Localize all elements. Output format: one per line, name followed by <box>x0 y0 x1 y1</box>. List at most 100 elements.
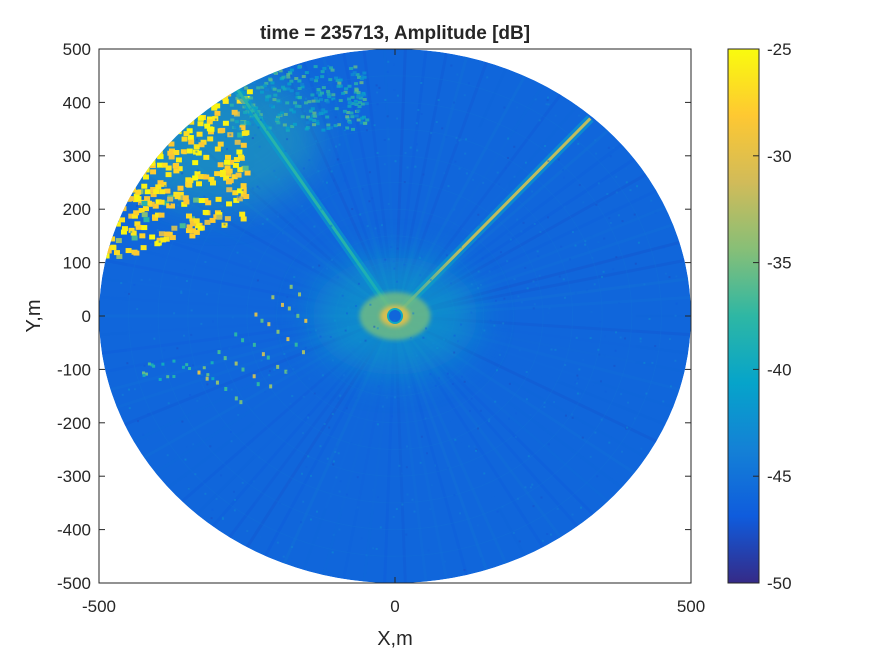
return-cell <box>213 93 220 99</box>
return-cell <box>189 233 196 239</box>
speckle <box>558 275 561 278</box>
speckle <box>341 294 344 297</box>
return-cell <box>207 116 214 122</box>
speckle <box>133 283 136 286</box>
speckle <box>204 261 207 264</box>
speckle <box>487 420 490 423</box>
speckle <box>359 213 362 216</box>
return-speckle <box>347 84 352 88</box>
return-speckle <box>297 95 302 99</box>
speckle <box>419 274 422 277</box>
speckle <box>453 334 456 337</box>
speckle <box>224 199 227 202</box>
return-speckle <box>349 66 354 70</box>
speckle <box>509 251 512 254</box>
return-cell <box>242 165 249 171</box>
speckle <box>531 190 534 193</box>
speckle <box>563 176 566 179</box>
speckle <box>305 466 308 469</box>
speckle <box>136 307 139 310</box>
return-speckle <box>338 84 343 88</box>
return-cell <box>240 216 247 222</box>
speckle <box>258 145 261 148</box>
speckle <box>343 127 346 130</box>
return-cell <box>150 187 157 193</box>
return-cell <box>203 174 210 180</box>
speckle <box>590 235 593 238</box>
speckle <box>330 170 333 173</box>
return-cell <box>174 127 181 133</box>
return-speckle <box>321 111 326 115</box>
return-speckle <box>304 127 309 131</box>
speckle <box>427 214 430 217</box>
return-speckle <box>248 99 253 103</box>
speckle <box>363 372 366 375</box>
speckle <box>627 401 630 404</box>
speckle <box>296 215 299 218</box>
return-speckle <box>356 109 361 113</box>
speckle <box>429 278 432 281</box>
speckle <box>459 246 462 249</box>
point-return <box>234 396 238 401</box>
return-cell <box>197 225 204 231</box>
return-cell <box>114 221 121 227</box>
speckle <box>386 115 389 118</box>
speckle <box>372 547 375 550</box>
speckle <box>639 337 642 340</box>
speckle <box>601 275 604 278</box>
speckle <box>571 416 574 419</box>
return-speckle <box>354 82 359 86</box>
return-speckle <box>338 78 343 82</box>
speckle <box>323 422 326 425</box>
return-cell <box>155 184 162 190</box>
return-cell <box>185 228 192 234</box>
speckle <box>437 312 440 315</box>
return-cell <box>193 144 200 150</box>
speckle <box>517 295 520 298</box>
return-speckle <box>335 78 340 82</box>
speckle <box>209 445 212 448</box>
x-tick-label: 0 <box>390 597 399 616</box>
speckle <box>294 312 297 315</box>
speckle <box>454 438 457 441</box>
texture-ring <box>276 208 514 424</box>
return-cell <box>178 122 185 128</box>
return-cell <box>140 245 147 251</box>
point-return <box>276 364 280 369</box>
speckle <box>334 450 337 453</box>
return-cell <box>203 154 210 160</box>
return-cell <box>216 214 223 220</box>
speckle <box>674 359 677 362</box>
point-return <box>239 400 243 405</box>
speckle <box>534 98 537 101</box>
speckle <box>301 205 304 208</box>
return-cell <box>178 104 185 110</box>
speckle <box>302 500 305 503</box>
point-return <box>161 362 165 366</box>
speckle <box>514 436 517 439</box>
speckle <box>477 427 480 430</box>
point-return <box>256 382 260 387</box>
speckle <box>339 394 342 397</box>
return-cell <box>179 223 186 229</box>
return-cell <box>231 174 238 180</box>
return-cell <box>176 118 183 124</box>
return-cell <box>165 172 172 178</box>
speckle <box>435 121 438 124</box>
return-cell <box>207 136 214 142</box>
return-speckle <box>272 71 277 75</box>
point-return <box>206 373 210 377</box>
return-cell <box>174 194 181 200</box>
return-speckle <box>306 115 311 119</box>
return-cell <box>237 132 244 138</box>
speckle <box>467 445 470 448</box>
return-cell <box>196 105 203 111</box>
speckle <box>524 161 527 164</box>
speckle <box>631 331 634 334</box>
speckle <box>581 436 584 439</box>
chart-title: time = 235713, Amplitude [dB] <box>260 23 530 44</box>
return-speckle <box>356 93 361 97</box>
speckle <box>546 428 549 431</box>
speckle <box>331 413 334 416</box>
return-speckle <box>304 101 309 105</box>
